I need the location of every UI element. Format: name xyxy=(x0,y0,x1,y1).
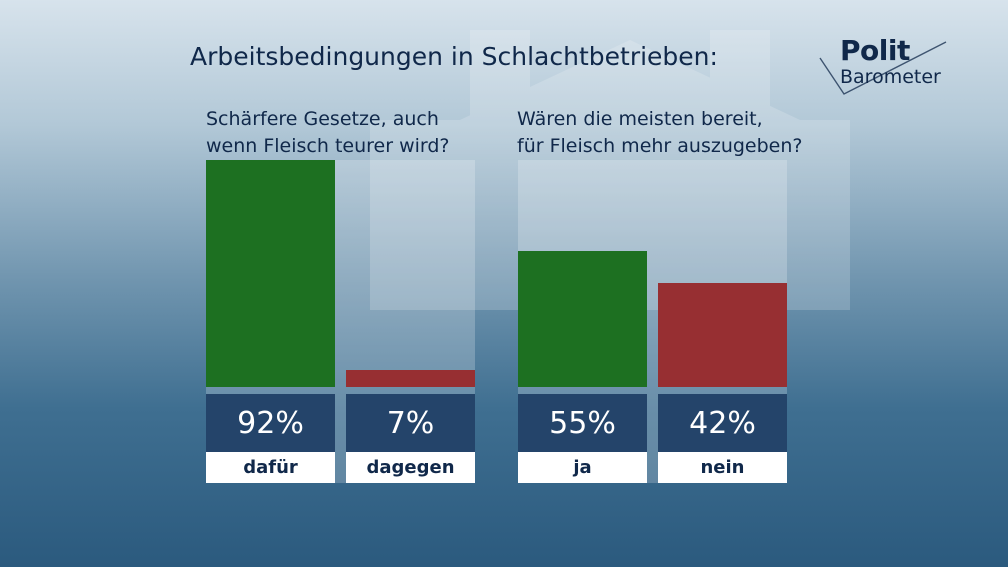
logo-barometer-text: Barometer xyxy=(840,66,941,88)
category-label-dagegen: dagegen xyxy=(346,452,475,483)
chart-1-panel: 92% 7% dafür dagegen xyxy=(206,160,475,483)
question-2-line-1: Wären die meisten bereit, xyxy=(517,108,763,130)
bar-dagegen xyxy=(346,370,475,387)
question-1-line-2: wenn Fleisch teurer wird? xyxy=(206,135,450,157)
category-label-ja: ja xyxy=(518,452,647,483)
category-label-dafuer: dafür xyxy=(206,452,335,483)
value-label-nein: 42% xyxy=(658,394,787,452)
bar-dafuer xyxy=(206,160,335,387)
question-2-line-2: für Fleisch mehr auszugeben? xyxy=(517,135,803,157)
checkmark-icon xyxy=(819,41,947,95)
page-title: Arbeitsbedingungen in Schlachtbetrieben: xyxy=(190,42,718,71)
question-1-title: Schärfere Gesetze, auch wenn Fleisch teu… xyxy=(206,106,450,160)
bar-ja xyxy=(518,251,647,387)
question-1-line-1: Schärfere Gesetze, auch xyxy=(206,108,439,130)
politbarometer-logo: Polit Barometer xyxy=(818,34,953,98)
value-label-dafuer: 92% xyxy=(206,394,335,452)
value-label-ja: 55% xyxy=(518,394,647,452)
category-label-nein: nein xyxy=(658,452,787,483)
value-label-dagegen: 7% xyxy=(346,394,475,452)
chart-2-panel: 55% 42% ja nein xyxy=(518,160,787,483)
question-2-title: Wären die meisten bereit, für Fleisch me… xyxy=(517,106,803,160)
logo-polit-text: Polit xyxy=(840,34,910,67)
bar-nein xyxy=(658,283,787,387)
